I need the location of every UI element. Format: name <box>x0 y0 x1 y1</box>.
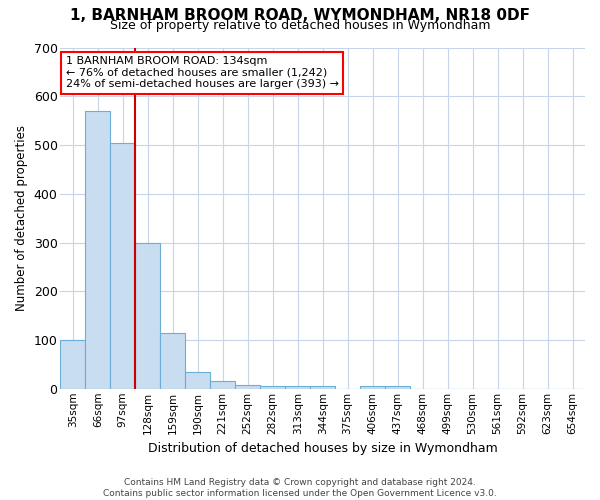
Text: 1 BARNHAM BROOM ROAD: 134sqm
← 76% of detached houses are smaller (1,242)
24% of: 1 BARNHAM BROOM ROAD: 134sqm ← 76% of de… <box>65 56 338 89</box>
Bar <box>85 111 110 389</box>
Bar <box>235 385 260 389</box>
Bar <box>110 142 135 389</box>
Text: Size of property relative to detached houses in Wymondham: Size of property relative to detached ho… <box>110 18 490 32</box>
Y-axis label: Number of detached properties: Number of detached properties <box>15 125 28 311</box>
Text: Contains HM Land Registry data © Crown copyright and database right 2024.
Contai: Contains HM Land Registry data © Crown c… <box>103 478 497 498</box>
X-axis label: Distribution of detached houses by size in Wymondham: Distribution of detached houses by size … <box>148 442 497 455</box>
Bar <box>135 242 160 389</box>
Bar <box>160 332 185 389</box>
Text: 1, BARNHAM BROOM ROAD, WYMONDHAM, NR18 0DF: 1, BARNHAM BROOM ROAD, WYMONDHAM, NR18 0… <box>70 8 530 22</box>
Bar <box>185 372 210 389</box>
Bar <box>385 386 410 389</box>
Bar <box>61 340 85 389</box>
Bar <box>260 386 285 389</box>
Bar <box>360 386 385 389</box>
Bar <box>285 386 310 389</box>
Bar <box>310 386 335 389</box>
Bar <box>210 382 235 389</box>
